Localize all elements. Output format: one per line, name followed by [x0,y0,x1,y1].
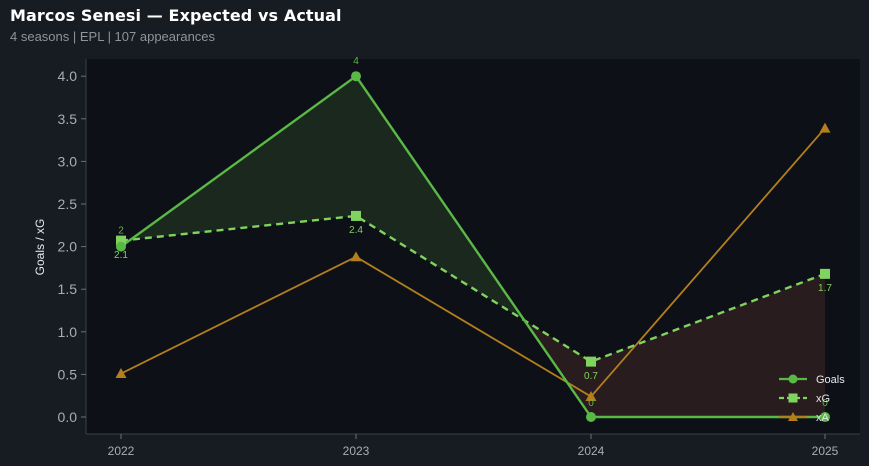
y-tick-label: 0.5 [58,366,78,382]
data-point-goals [116,241,126,252]
x-tick-label: 2024 [578,444,605,458]
x-tick-label: 2022 [108,444,135,458]
legend-label-xa: xA [816,412,830,424]
y-tick-label: 0.0 [58,409,78,425]
data-point-xa [350,251,362,262]
legend-marker-xg [788,393,798,403]
y-tick-label: 4.0 [58,68,78,84]
series-line-goals [120,74,825,419]
data-point-xg [351,210,361,221]
data-label-goals: 4 [353,56,359,67]
data-point-xg [820,268,830,279]
data-label-xg: 0.7 [584,371,598,382]
data-point-xa [819,122,831,133]
underperformance-area [524,273,825,417]
data-point-xg [586,356,596,367]
y-axis-label: Goals / xG [33,219,47,276]
legend-label-xg: xG [816,393,830,405]
data-label-goals: 0 [588,398,594,409]
data-label-goals: 2 [118,226,124,237]
data-point-goals [820,412,830,422]
series-line-xa [120,127,826,398]
overperformance-area [121,76,525,321]
data-label-xg: 2.4 [349,225,363,236]
chart-subtitle: 4 seasons | EPL | 107 appearances [10,29,216,44]
legend-marker-xa [788,412,798,421]
chart-header: Marcos Senesi — Expected vs Actual 4 sea… [10,6,342,44]
data-label-goals: 0 [822,398,828,409]
data-point-xa [115,368,127,378]
legend-marker-goals [788,374,798,384]
y-tick-label: 1.0 [58,324,78,340]
legend-label-goals: Goals [816,374,845,386]
x-tick-label: 2025 [812,444,839,458]
data-label-xg: 1.7 [818,283,832,294]
y-tick-label: 2.0 [58,239,78,255]
y-tick-label: 1.5 [58,281,78,297]
chart-title: Marcos Senesi — Expected vs Actual [10,6,342,25]
y-tick-label: 3.0 [58,153,78,169]
data-point-xg [116,235,126,246]
x-tick-label: 2023 [343,444,370,458]
y-tick-label: 2.5 [58,196,78,212]
data-point-xa [585,391,597,401]
series-line-xg [120,214,826,363]
y-tick-label: 3.5 [58,111,78,127]
data-point-goals [351,71,361,82]
data-point-goals [586,412,596,422]
data-label-xg: 2.1 [114,250,128,261]
